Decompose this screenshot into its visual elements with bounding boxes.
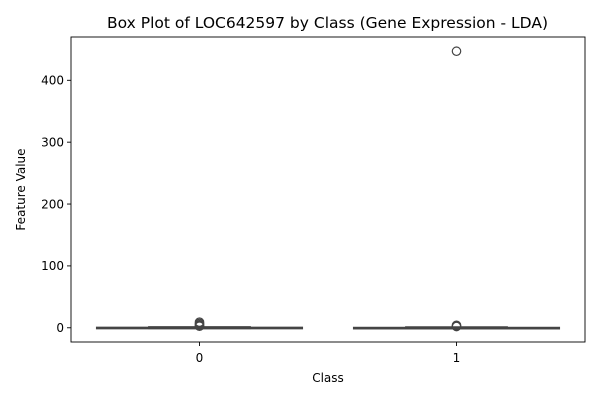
y-axis-label: Feature Value	[14, 148, 28, 230]
y-tick-label: 100	[41, 259, 64, 273]
box-series	[95, 46, 561, 332]
outlier-point	[451, 46, 462, 57]
y-axis-ticks: 0 100 200 300 400	[41, 74, 71, 335]
box-group-class-0	[95, 317, 304, 332]
chart-title: Box Plot of LOC642597 by Class (Gene Exp…	[107, 14, 548, 32]
x-axis-label: Class	[312, 371, 344, 385]
x-tick-label: 1	[453, 351, 461, 365]
outlier-point	[451, 320, 462, 331]
y-tick-label: 400	[41, 74, 64, 88]
y-tick-label: 200	[41, 197, 64, 211]
y-tick-label: 300	[41, 135, 64, 149]
outlier-point	[194, 317, 205, 328]
y-tick-label: 0	[56, 321, 64, 335]
box-group-class-1	[352, 46, 561, 332]
x-tick-label: 0	[196, 351, 204, 365]
plot-frame	[70, 36, 586, 343]
